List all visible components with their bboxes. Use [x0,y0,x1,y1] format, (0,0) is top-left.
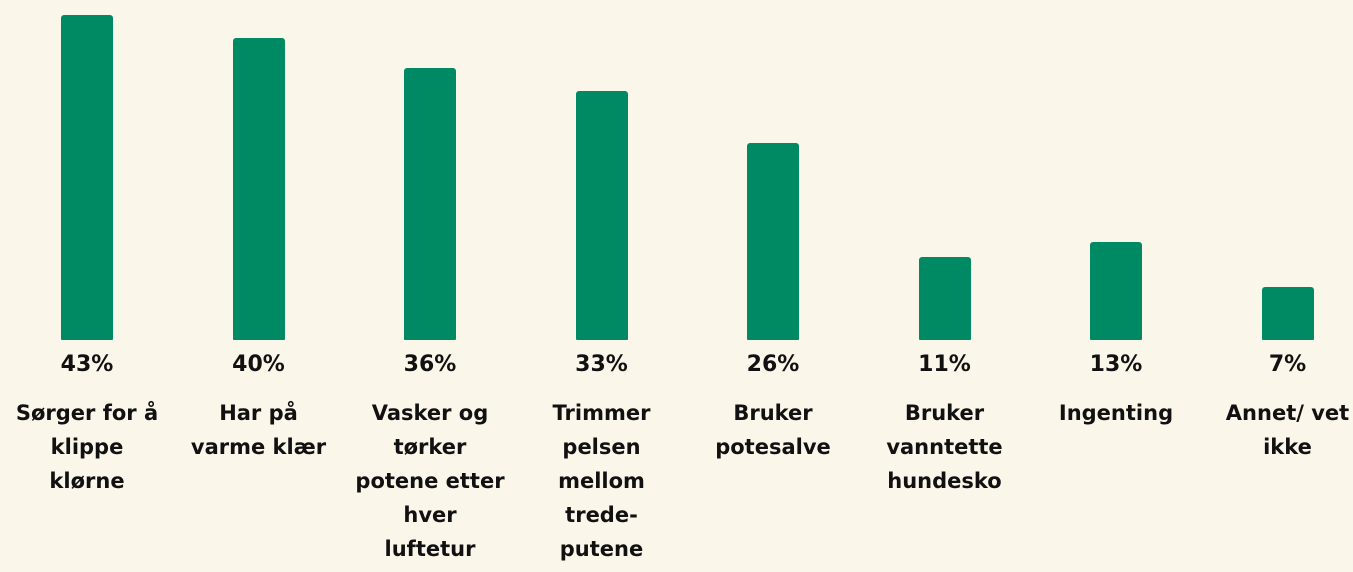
bar [1261,287,1314,340]
bar [575,90,628,340]
value-label: 13% [1089,352,1143,377]
category-label: Ingenting [1058,401,1174,425]
value-label: 7% [1268,352,1307,377]
value-label: 36% [403,352,457,377]
value-label: 43% [60,352,114,377]
bar [232,37,285,340]
category-label: Annet/ vet ikke [1225,401,1350,459]
value-label: 11% [918,352,971,377]
category-label: Bruker vanntette hundesko [886,401,1003,493]
bar [61,15,113,340]
bar [404,67,456,340]
bar [918,256,971,340]
bar [1090,241,1142,340]
category-label: Sørger for å klippe klørne [15,401,159,493]
category-label: Vasker og tørker potene etter hver lufte… [355,401,505,561]
category-label: Trimmer pelsen mellom trede-putene [552,401,651,561]
bar [747,143,799,340]
value-label: 40% [232,352,285,377]
category-label: Har på varme klær [190,401,327,459]
value-label: 26% [746,352,800,377]
value-label: 33% [575,352,628,377]
category-label: Bruker potesalve [715,401,831,459]
